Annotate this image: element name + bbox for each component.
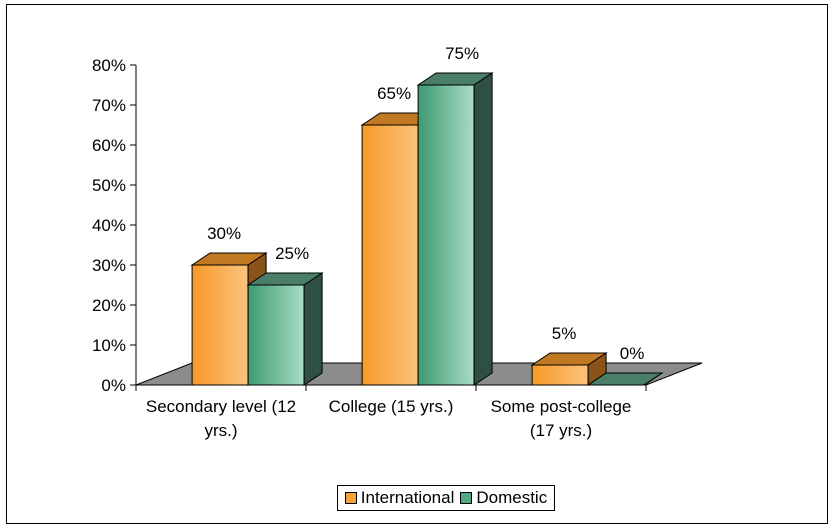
bar-international-front bbox=[531, 364, 589, 386]
y-tick-label: 50% bbox=[92, 176, 126, 195]
legend-label-international: International bbox=[360, 488, 455, 507]
y-tick-label: 20% bbox=[92, 296, 126, 315]
y-tick-label: 10% bbox=[92, 336, 126, 355]
y-tick-label: 0% bbox=[101, 376, 126, 395]
y-tick-label: 40% bbox=[92, 216, 126, 235]
bar-international-front bbox=[191, 264, 249, 386]
category-label: College (15 yrs.) bbox=[329, 397, 454, 416]
category-label: Secondary level (12 bbox=[146, 397, 296, 416]
y-tick-label: 60% bbox=[92, 136, 126, 155]
category-label: yrs.) bbox=[204, 421, 237, 440]
data-label-domestic: 25% bbox=[275, 244, 309, 263]
y-tick-label: 80% bbox=[92, 56, 126, 75]
data-label-international: 5% bbox=[552, 324, 577, 343]
legend-swatch-domestic bbox=[460, 492, 473, 504]
bar-domestic-side bbox=[473, 72, 493, 386]
y-tick-label: 70% bbox=[92, 96, 126, 115]
y-tick-label: 30% bbox=[92, 256, 126, 275]
legend-item-domestic: Domestic bbox=[460, 488, 547, 508]
legend: International Domestic bbox=[337, 485, 555, 511]
bar-domestic-side bbox=[303, 272, 323, 386]
bar-international-front bbox=[361, 124, 419, 386]
data-label-international: 65% bbox=[377, 84, 411, 103]
bar-domestic-front bbox=[417, 84, 475, 386]
data-label-domestic: 0% bbox=[620, 344, 645, 363]
legend-label-domestic: Domestic bbox=[476, 488, 548, 507]
legend-swatch-international bbox=[344, 492, 357, 504]
data-label-international: 30% bbox=[207, 224, 241, 243]
data-label-domestic: 75% bbox=[445, 44, 479, 63]
category-label: Some post-college bbox=[491, 397, 632, 416]
bar-domestic-side bbox=[643, 372, 663, 386]
category-label: (17 yrs.) bbox=[530, 421, 592, 440]
legend-item-international: International bbox=[344, 488, 455, 508]
chart-frame: 0% 10% 20% 30% 40% 50% 60% 70% 80% Secondary leve… bbox=[6, 4, 828, 524]
bar-chart: 0% 10% 20% 30% 40% 50% 60% 70% 80% Secondary leve… bbox=[92, 44, 703, 440]
bar-domestic-front bbox=[247, 284, 305, 386]
